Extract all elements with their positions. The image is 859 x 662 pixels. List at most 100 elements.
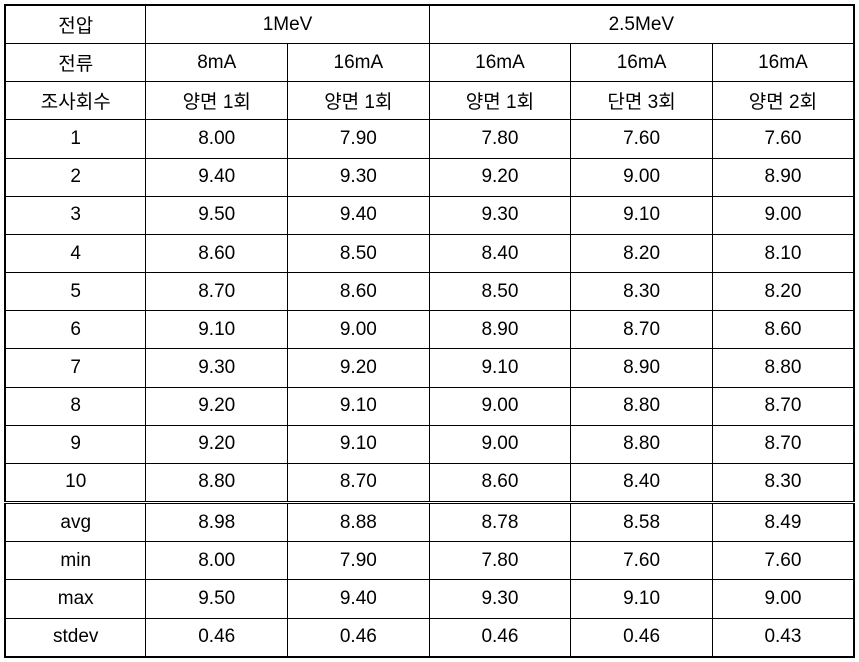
data-cell: 8.80 xyxy=(571,425,713,463)
row-label: 7 xyxy=(5,349,146,387)
data-table: 전압 1MeV 2.5MeV 전류 8mA 16mA 16mA 16mA 16m… xyxy=(4,4,855,658)
current-c3-cell: 16mA xyxy=(429,44,571,82)
data-cell: 9.20 xyxy=(288,349,430,387)
data-cell: 8.70 xyxy=(712,425,854,463)
data-cell: 8.10 xyxy=(712,234,854,272)
data-cell: 8.80 xyxy=(571,387,713,425)
data-cell: 9.40 xyxy=(146,158,288,196)
data-cell: 9.40 xyxy=(288,196,430,234)
row-label: 6 xyxy=(5,311,146,349)
data-cell: 8.80 xyxy=(712,349,854,387)
data-cell: 9.10 xyxy=(146,311,288,349)
data-cell: 9.30 xyxy=(288,158,430,196)
stat-cell: 8.49 xyxy=(712,503,854,542)
stat-cell: 7.80 xyxy=(429,542,571,580)
row-label: 4 xyxy=(5,234,146,272)
stat-label: stdev xyxy=(5,618,146,657)
data-cell: 8.90 xyxy=(571,349,713,387)
current-c5-cell: 16mA xyxy=(712,44,854,82)
scan-c4-cell: 단면 3회 xyxy=(571,82,713,120)
data-cell: 9.20 xyxy=(429,158,571,196)
data-cell: 9.20 xyxy=(146,425,288,463)
data-cell: 8.90 xyxy=(429,311,571,349)
data-cell: 8.40 xyxy=(571,463,713,502)
voltage-label-cell: 전압 xyxy=(5,5,146,44)
stat-cell: 9.30 xyxy=(429,580,571,618)
stat-label: avg xyxy=(5,503,146,542)
data-row: 9 9.20 9.10 9.00 8.80 8.70 xyxy=(5,425,854,463)
data-cell: 8.70 xyxy=(712,387,854,425)
stat-cell: 9.10 xyxy=(571,580,713,618)
data-row: 7 9.30 9.20 9.10 8.90 8.80 xyxy=(5,349,854,387)
data-row: 3 9.50 9.40 9.30 9.10 9.00 xyxy=(5,196,854,234)
data-cell: 9.10 xyxy=(288,425,430,463)
data-cell: 8.70 xyxy=(571,311,713,349)
data-row: 10 8.80 8.70 8.60 8.40 8.30 xyxy=(5,463,854,502)
row-label: 9 xyxy=(5,425,146,463)
scan-c1-cell: 양면 1회 xyxy=(146,82,288,120)
stat-row-stdev: stdev 0.46 0.46 0.46 0.46 0.43 xyxy=(5,618,854,657)
data-row: 2 9.40 9.30 9.20 9.00 8.90 xyxy=(5,158,854,196)
data-cell: 9.00 xyxy=(288,311,430,349)
data-row: 1 8.00 7.90 7.80 7.60 7.60 xyxy=(5,120,854,158)
data-cell: 9.20 xyxy=(146,387,288,425)
header-row-scan: 조사회수 양면 1회 양면 1회 양면 1회 단면 3회 양면 2회 xyxy=(5,82,854,120)
stat-cell: 7.60 xyxy=(571,542,713,580)
data-cell: 9.00 xyxy=(712,196,854,234)
data-cell: 8.60 xyxy=(146,234,288,272)
data-cell: 8.20 xyxy=(571,234,713,272)
data-cell: 8.50 xyxy=(288,234,430,272)
voltage-1-cell: 1MeV xyxy=(146,5,429,44)
data-row: 4 8.60 8.50 8.40 8.20 8.10 xyxy=(5,234,854,272)
stat-cell: 8.00 xyxy=(146,542,288,580)
stat-cell: 9.40 xyxy=(288,580,430,618)
voltage-2-cell: 2.5MeV xyxy=(429,5,854,44)
data-cell: 8.90 xyxy=(712,158,854,196)
data-cell: 7.60 xyxy=(571,120,713,158)
data-cell: 9.00 xyxy=(429,425,571,463)
data-table-container: 전압 1MeV 2.5MeV 전류 8mA 16mA 16mA 16mA 16m… xyxy=(0,0,859,662)
header-row-current: 전류 8mA 16mA 16mA 16mA 16mA xyxy=(5,44,854,82)
data-cell: 7.60 xyxy=(712,120,854,158)
stat-cell: 0.46 xyxy=(429,618,571,657)
stat-cell: 0.46 xyxy=(288,618,430,657)
row-label: 2 xyxy=(5,158,146,196)
data-row: 8 9.20 9.10 9.00 8.80 8.70 xyxy=(5,387,854,425)
data-cell: 8.70 xyxy=(146,273,288,311)
row-label: 10 xyxy=(5,463,146,502)
data-cell: 8.70 xyxy=(288,463,430,502)
current-label-cell: 전류 xyxy=(5,44,146,82)
row-label: 3 xyxy=(5,196,146,234)
row-label: 5 xyxy=(5,273,146,311)
data-cell: 8.30 xyxy=(712,463,854,502)
scan-c5-cell: 양면 2회 xyxy=(712,82,854,120)
data-cell: 8.20 xyxy=(712,273,854,311)
current-c1-cell: 8mA xyxy=(146,44,288,82)
data-cell: 8.80 xyxy=(146,463,288,502)
data-cell: 8.40 xyxy=(429,234,571,272)
data-cell: 8.50 xyxy=(429,273,571,311)
data-cell: 8.60 xyxy=(429,463,571,502)
data-cell: 7.80 xyxy=(429,120,571,158)
row-label: 8 xyxy=(5,387,146,425)
current-c4-cell: 16mA xyxy=(571,44,713,82)
stat-cell: 7.60 xyxy=(712,542,854,580)
stat-label: max xyxy=(5,580,146,618)
stat-cell: 8.58 xyxy=(571,503,713,542)
scan-label-cell: 조사회수 xyxy=(5,82,146,120)
data-cell: 8.30 xyxy=(571,273,713,311)
stat-row-min: min 8.00 7.90 7.80 7.60 7.60 xyxy=(5,542,854,580)
stat-cell: 8.98 xyxy=(146,503,288,542)
data-row: 6 9.10 9.00 8.90 8.70 8.60 xyxy=(5,311,854,349)
stat-cell: 9.00 xyxy=(712,580,854,618)
stat-cell: 8.88 xyxy=(288,503,430,542)
data-cell: 9.10 xyxy=(288,387,430,425)
stat-label: min xyxy=(5,542,146,580)
data-cell: 8.60 xyxy=(288,273,430,311)
data-cell: 9.10 xyxy=(429,349,571,387)
stat-row-max: max 9.50 9.40 9.30 9.10 9.00 xyxy=(5,580,854,618)
stat-row-avg: avg 8.98 8.88 8.78 8.58 8.49 xyxy=(5,503,854,542)
stat-cell: 9.50 xyxy=(146,580,288,618)
scan-c3-cell: 양면 1회 xyxy=(429,82,571,120)
data-cell: 9.00 xyxy=(429,387,571,425)
